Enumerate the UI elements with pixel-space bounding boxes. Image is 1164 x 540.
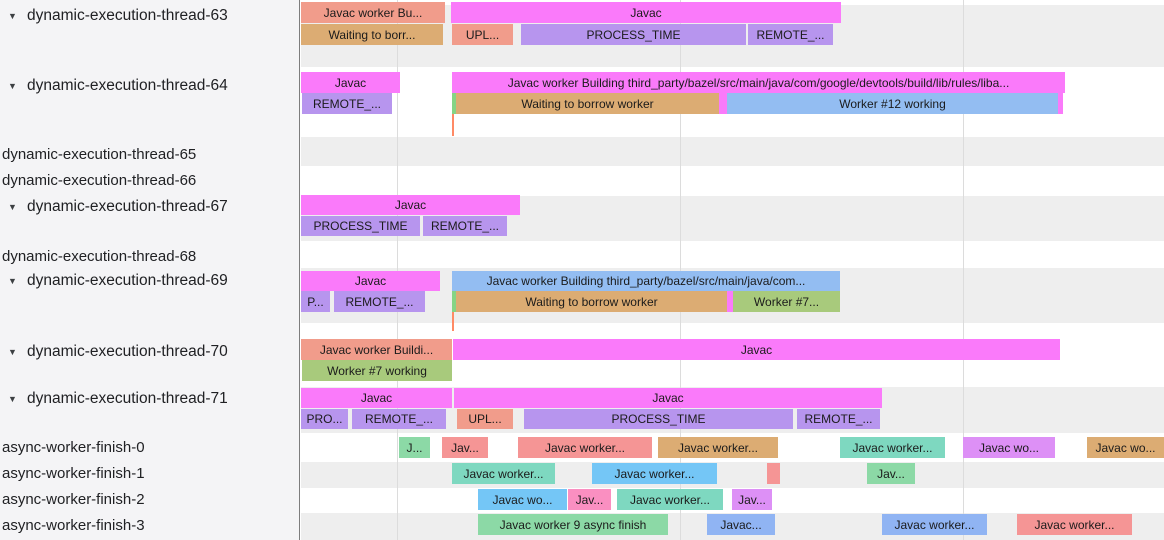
trace-event-bar[interactable]: Javac worker Building third_party/bazel/… (452, 72, 1065, 93)
trace-event-bar[interactable]: Jav... (442, 437, 488, 458)
trace-event-bar[interactable]: Javac wo... (478, 489, 567, 510)
trace-event-bar[interactable]: Javac worker... (840, 437, 945, 458)
trace-event-bar[interactable]: REMOTE_... (334, 291, 425, 312)
trace-event-bar[interactable]: UPL... (457, 409, 513, 429)
trace-event-bar[interactable]: REMOTE_... (302, 93, 392, 114)
track-label-sidebar: ▼ dynamic-execution-thread-63 ▼ dynamic-exe… (0, 0, 300, 540)
timeline-gridline (963, 0, 964, 540)
trace-event-bar[interactable]: Worker #7 working (302, 360, 452, 381)
trace-event-bar[interactable]: Waiting to borrow worker (456, 93, 719, 114)
trace-event-bar[interactable]: Javac (451, 2, 841, 23)
trace-event-bar[interactable]: Javac (453, 339, 1060, 360)
trace-event-bar[interactable]: Javac worker 9 async finish (478, 514, 668, 535)
collapse-triangle-icon[interactable]: ▼ (8, 347, 17, 357)
timeline[interactable]: Javac worker Bu... Javac Waiting to borr..… (301, 0, 1164, 540)
trace-event-bar[interactable] (727, 291, 733, 312)
trace-event-bar[interactable]: Javac worker... (452, 463, 555, 484)
trace-event-bar[interactable]: REMOTE_... (797, 409, 880, 429)
trace-event-bar[interactable]: Javac worker Buildi... (301, 339, 452, 360)
trace-event-bar[interactable]: Javac worker... (617, 489, 723, 510)
trace-event-bar[interactable]: P... (301, 291, 330, 312)
trace-event-bar[interactable]: Javac worker... (1017, 514, 1132, 535)
track-row-dynamic-execution-thread-68[interactable]: dynamic-execution-thread-68 (0, 246, 196, 268)
trace-event-bar[interactable] (452, 93, 456, 114)
track-label: dynamic-execution-thread-68 (2, 248, 197, 265)
collapse-triangle-icon[interactable]: ▼ (8, 81, 17, 91)
trace-event-bar[interactable]: Waiting to borrow worker (456, 291, 727, 312)
track-label: async-worker-finish-0 (2, 439, 145, 456)
trace-event-bar[interactable]: Waiting to borr... (301, 24, 443, 45)
trace-event-bar[interactable]: Worker #12 working (727, 93, 1058, 114)
track-label: dynamic-execution-thread-64 (27, 77, 228, 94)
track-row-dynamic-execution-thread-69[interactable]: ▼ dynamic-execution-thread-69 (0, 270, 228, 292)
track-label: dynamic-execution-thread-71 (27, 390, 228, 407)
track-band (301, 137, 1164, 166)
track-label: dynamic-execution-thread-67 (27, 198, 228, 215)
trace-event-bar[interactable]: Javac worker... (658, 437, 778, 458)
event-start-tick (452, 114, 454, 136)
trace-event-bar[interactable]: REMOTE_... (423, 216, 507, 236)
event-start-tick (452, 312, 454, 331)
track-band (301, 462, 1164, 488)
collapse-triangle-icon[interactable]: ▼ (8, 11, 17, 21)
timeline-gridline (680, 0, 681, 540)
trace-event-bar[interactable]: PRO... (301, 409, 348, 429)
track-label: dynamic-execution-thread-65 (2, 146, 197, 163)
track-label: async-worker-finish-3 (2, 517, 145, 534)
trace-event-bar[interactable]: REMOTE_... (748, 24, 833, 45)
trace-event-bar[interactable]: Javac (301, 388, 452, 408)
track-label: async-worker-finish-2 (2, 491, 145, 508)
track-row-dynamic-execution-thread-70[interactable]: ▼ dynamic-execution-thread-70 (0, 341, 228, 363)
track-band (301, 166, 1164, 196)
trace-event-bar[interactable]: UPL... (452, 24, 513, 45)
trace-event-bar[interactable]: Javac worker Building third_party/bazel/… (452, 271, 840, 291)
track-band (301, 241, 1164, 268)
track-row-async-worker-finish-1[interactable]: async-worker-finish-1 (0, 463, 145, 485)
collapse-triangle-icon[interactable]: ▼ (8, 394, 17, 404)
track-row-dynamic-execution-thread-67[interactable]: ▼ dynamic-execution-thread-67 (0, 196, 228, 218)
collapse-triangle-icon[interactable]: ▼ (8, 202, 17, 212)
track-label: dynamic-execution-thread-66 (2, 172, 197, 189)
trace-event-bar[interactable]: Javac wo... (963, 437, 1055, 458)
trace-event-bar[interactable]: Javac... (707, 514, 775, 535)
trace-event-bar[interactable]: PROCESS_TIME (524, 409, 793, 429)
track-label: dynamic-execution-thread-69 (27, 272, 228, 289)
trace-event-bar[interactable] (1058, 93, 1063, 114)
track-row-dynamic-execution-thread-65[interactable]: dynamic-execution-thread-65 (0, 144, 196, 166)
trace-event-bar[interactable]: Javac worker... (592, 463, 717, 484)
trace-event-bar[interactable]: Jav... (568, 489, 611, 510)
trace-event-bar[interactable]: Javac (301, 72, 400, 93)
trace-event-bar[interactable]: Jav... (867, 463, 915, 484)
trace-event-bar[interactable]: PROCESS_TIME (301, 216, 420, 236)
track-label: dynamic-execution-thread-70 (27, 343, 228, 360)
track-row-async-worker-finish-0[interactable]: async-worker-finish-0 (0, 437, 145, 459)
collapse-triangle-icon[interactable]: ▼ (8, 276, 17, 286)
timeline-gridline (397, 0, 398, 540)
trace-event-bar[interactable] (767, 463, 780, 484)
trace-event-bar[interactable]: Javac worker... (518, 437, 652, 458)
track-row-async-worker-finish-3[interactable]: async-worker-finish-3 (0, 515, 145, 537)
trace-event-bar[interactable]: Javac (301, 195, 520, 215)
trace-event-bar[interactable]: PROCESS_TIME (521, 24, 746, 45)
track-row-dynamic-execution-thread-63[interactable]: ▼ dynamic-execution-thread-63 (0, 5, 228, 27)
trace-event-bar[interactable]: Javac worker... (882, 514, 987, 535)
trace-event-bar[interactable]: Javac worker Bu... (301, 2, 445, 23)
track-row-dynamic-execution-thread-66[interactable]: dynamic-execution-thread-66 (0, 170, 196, 192)
trace-event-bar[interactable] (452, 291, 456, 312)
trace-event-bar[interactable]: Jav... (732, 489, 772, 510)
trace-event-bar[interactable] (719, 93, 727, 114)
trace-event-bar[interactable]: J... (399, 437, 430, 458)
track-row-dynamic-execution-thread-64[interactable]: ▼ dynamic-execution-thread-64 (0, 75, 228, 97)
track-row-async-worker-finish-2[interactable]: async-worker-finish-2 (0, 489, 145, 511)
trace-event-bar[interactable]: Javac wo... (1087, 437, 1164, 458)
trace-event-bar[interactable]: Javac (301, 271, 440, 291)
trace-event-bar[interactable]: Worker #7... (733, 291, 840, 312)
trace-event-bar[interactable]: Javac (454, 388, 882, 408)
track-row-dynamic-execution-thread-71[interactable]: ▼ dynamic-execution-thread-71 (0, 388, 228, 410)
trace-event-bar[interactable]: REMOTE_... (352, 409, 446, 429)
track-label: dynamic-execution-thread-63 (27, 7, 228, 24)
track-label: async-worker-finish-1 (2, 465, 145, 482)
